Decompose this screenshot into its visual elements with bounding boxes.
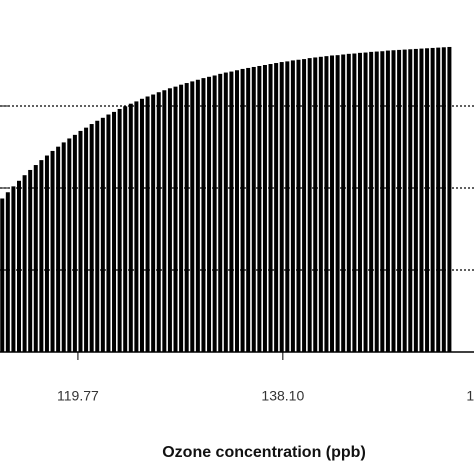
bar (408, 49, 413, 352)
x-tick-label: 138.10 (261, 388, 304, 404)
bar (352, 53, 357, 353)
bar (17, 180, 22, 352)
bar (11, 186, 16, 352)
bar (302, 59, 307, 352)
bar (5, 192, 10, 352)
bar (223, 72, 228, 352)
bar (173, 86, 178, 352)
bar (72, 134, 77, 352)
bar (95, 120, 100, 352)
bar (251, 66, 256, 352)
x-tick-label: 119.77 (57, 388, 99, 404)
bar (100, 117, 105, 352)
bar (274, 63, 279, 352)
bar (212, 75, 217, 352)
bar (296, 59, 301, 352)
bar (139, 98, 144, 352)
bar (39, 160, 44, 352)
bar (218, 73, 223, 352)
bar (50, 150, 55, 352)
bar (67, 138, 72, 352)
bar (374, 51, 379, 352)
bar (128, 103, 133, 352)
bar (402, 49, 407, 353)
bar (313, 57, 318, 353)
bar (106, 114, 111, 352)
bar (156, 92, 161, 352)
bar (56, 146, 61, 352)
bar (112, 111, 117, 353)
bar (179, 84, 184, 353)
bar (262, 65, 267, 352)
bar (318, 56, 323, 353)
bar (441, 47, 446, 353)
bar (162, 90, 167, 353)
bar (28, 169, 33, 352)
bar (419, 48, 424, 352)
bar (229, 71, 234, 352)
bar (117, 108, 122, 353)
bar (341, 54, 346, 353)
x-tick-label: 156.43 (466, 388, 474, 404)
bar (22, 175, 27, 352)
bar (335, 55, 340, 352)
bar (430, 47, 435, 352)
bar (184, 83, 189, 352)
bar (235, 70, 239, 353)
bar (89, 124, 94, 352)
bar (190, 81, 195, 353)
bar (0, 198, 5, 352)
bar (33, 165, 38, 352)
bar (290, 60, 295, 353)
bar (324, 56, 329, 352)
bar (195, 79, 200, 352)
bar (134, 101, 139, 353)
bar (123, 106, 128, 352)
bar (145, 96, 150, 352)
bar (357, 52, 362, 352)
bar (413, 48, 418, 352)
bar (363, 52, 368, 352)
bar (369, 51, 374, 352)
bar (307, 58, 312, 352)
bar (330, 55, 335, 352)
bar (257, 65, 262, 352)
bar (425, 48, 430, 352)
bar (436, 47, 441, 353)
bar (61, 142, 66, 352)
bar (167, 88, 172, 353)
bar (268, 64, 273, 353)
bar (397, 49, 402, 353)
bar (279, 62, 284, 352)
bar (380, 51, 385, 352)
bar (207, 76, 212, 353)
x-axis-label: Ozone concentration (ppb) (162, 444, 366, 461)
bar (391, 50, 396, 353)
bar (78, 130, 83, 352)
bar (447, 46, 452, 353)
bar (385, 50, 390, 353)
bar (346, 53, 351, 353)
bar (246, 67, 251, 353)
bar (285, 61, 290, 352)
bar (201, 78, 206, 353)
bar (151, 94, 156, 353)
bar (84, 127, 89, 352)
bar (240, 68, 245, 352)
bar (44, 155, 49, 352)
